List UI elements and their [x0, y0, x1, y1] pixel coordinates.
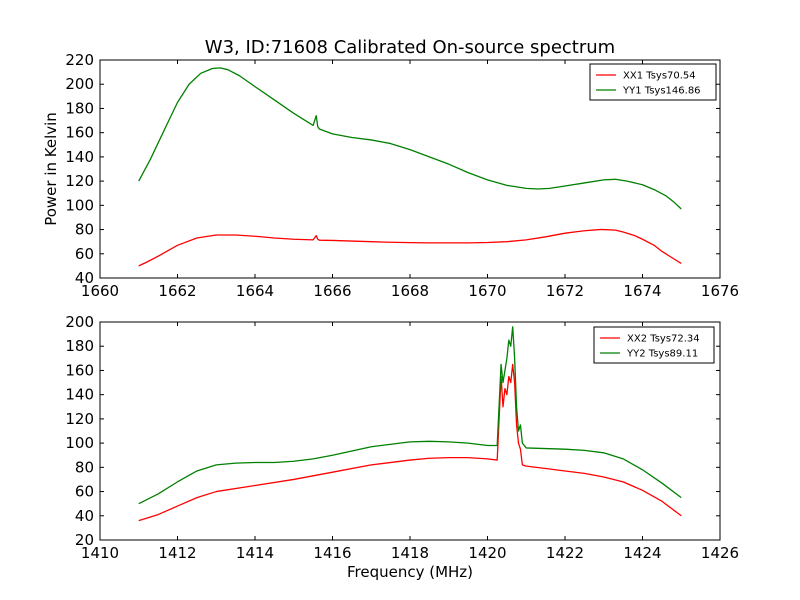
chart-1-x-tick-label: 1666 [313, 282, 351, 300]
chart-1-y-tick-label: 180 [65, 99, 94, 117]
chart-1-y-tick-label: 160 [65, 124, 94, 142]
chart-1-title: W3, ID:71608 Calibrated On-source spectr… [205, 37, 615, 58]
chart-2-y-tick-label: 140 [65, 386, 94, 404]
chart-1-x-tick-label: 1672 [546, 282, 584, 300]
chart-1-plot-area: 1660 1662 1664 1666 1668 1670 1672 1674 1676 40 60… [65, 51, 739, 300]
chart-2-y-tick-label: 160 [65, 361, 94, 379]
chart-1-x-tick-label: 1674 [623, 282, 661, 300]
chart-1-legend-label-1: XX1 Tsys70.54 [623, 71, 696, 82]
chart-2-x-tick-label: 1410 [81, 544, 119, 562]
chart-2-y-tick-label: 120 [65, 410, 94, 428]
chart-2-y-tick-label: 80 [75, 458, 94, 476]
chart-2-x-tick-label: 1414 [236, 544, 274, 562]
chart-2-x-tick-label: 1424 [623, 544, 661, 562]
chart-1-x-tick-label: 1676 [701, 282, 739, 300]
chart-2-x-tick-label: 1422 [546, 544, 584, 562]
chart-1-y-tick-label: 40 [75, 269, 94, 287]
chart-2-x-tick-label: 1426 [701, 544, 739, 562]
chart-1-y-tick-label: 60 [75, 245, 94, 263]
chart-2-x-tick-label: 1420 [468, 544, 506, 562]
chart-2-legend-label-2: YY2 Tsys89.11 [626, 349, 698, 360]
chart-2-x-axis-label: Frequency (MHz) [347, 563, 473, 581]
chart-1-y-tick-label: 120 [65, 172, 94, 190]
chart-1-legend-box [589, 63, 717, 101]
chart-1-y-tick-label: 220 [65, 51, 94, 69]
chart-1-y-tick-label: 80 [75, 221, 94, 239]
chart-2-series-line-1 [138, 363, 682, 522]
chart-2-x-tick-label: 1418 [391, 544, 429, 562]
chart-2-y-tick-label: 180 [65, 337, 94, 355]
chart-2-y-tick-label: 100 [65, 434, 94, 452]
chart-2-y-tick-label: 40 [75, 507, 94, 525]
chart-1-series-line-2 [138, 67, 682, 210]
chart-2-y-tick-label: 60 [75, 483, 94, 501]
chart-1-series-line-1 [138, 228, 682, 267]
chart-2-legend-box [593, 326, 715, 364]
chart-2-legend: XX2 Tsys72.34 YY2 Tsys89.11 [593, 326, 715, 364]
chart-1-y-tick-label: 140 [65, 148, 94, 166]
chart-1-legend: XX1 Tsys70.54 YY1 Tsys146.86 [589, 63, 717, 101]
chart-2-legend-label-1: XX2 Tsys72.34 [627, 334, 700, 345]
chart-2-x-tick-label: 1412 [158, 544, 196, 562]
chart-1-x-tick-label: 1662 [158, 282, 196, 300]
chart-1-y-tick-label: 100 [65, 196, 94, 214]
chart-2-x-tick-label: 1416 [313, 544, 351, 562]
chart-1-y-axis-label: Power in Kelvin [42, 112, 60, 226]
chart-1-x-tick-label: 1660 [81, 282, 119, 300]
chart-2-y-tick-label: 200 [65, 313, 94, 331]
chart-2-plot-area: 1410 1412 1414 1416 1418 1420 1422 1424 1426 20 40… [65, 313, 739, 562]
chart-1-y-tick-label: 200 [65, 75, 94, 93]
chart-1-legend-label-2: YY1 Tsys146.86 [622, 86, 701, 97]
chart-1-x-tick-label: 1670 [468, 282, 506, 300]
chart-2-series-line-2 [138, 326, 682, 505]
chart-1-x-tick-label: 1664 [236, 282, 274, 300]
chart-2-y-tick-label: 20 [75, 531, 94, 549]
chart-1-x-tick-label: 1668 [391, 282, 429, 300]
